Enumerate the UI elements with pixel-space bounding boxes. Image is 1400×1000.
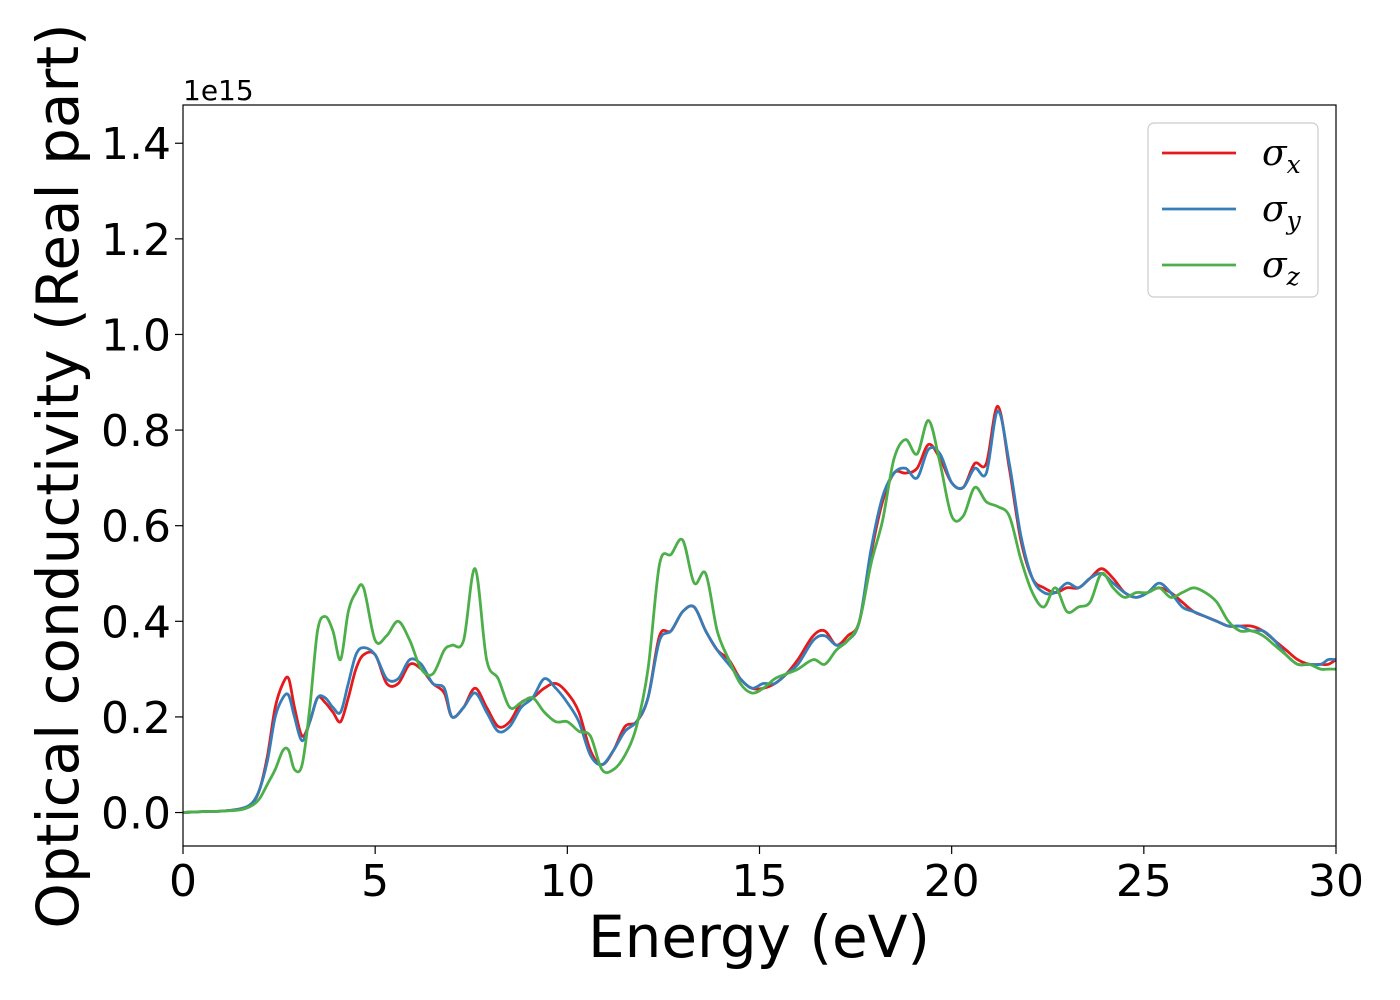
series-line-y	[182, 409, 1337, 814]
x-tick-label: 0	[169, 856, 197, 907]
x-tick-label: 15	[732, 856, 788, 907]
y-tick-label: 1.2	[101, 215, 171, 266]
x-tick-label: 20	[924, 856, 980, 907]
y-axis: 0.0 0.2 0.4 0.6 0.8 1.0 1.2 1.4	[101, 119, 183, 840]
x-tick-label: 10	[539, 856, 595, 907]
x-axis-title: Energy (eV)	[588, 903, 930, 971]
y-tick-label: 0.4	[101, 597, 171, 648]
y-tick-label: 0.6	[101, 502, 171, 553]
series-layer	[182, 404, 1337, 814]
legend-label-y: σy	[1262, 189, 1302, 235]
y-axis-title: Optical conductivity (Real part)	[24, 23, 92, 928]
x-tick-label: 25	[1116, 856, 1172, 907]
x-tick-label: 5	[361, 856, 389, 907]
x-axis: 0 5 10 15 20 25 30	[169, 846, 1364, 907]
plot-background	[183, 105, 1336, 846]
y-tick-label: 1.4	[101, 119, 171, 170]
x-tick-label: 30	[1308, 856, 1364, 907]
y-tick-label: 0.8	[101, 406, 171, 457]
y-tick-label: 1.0	[101, 310, 171, 361]
y-offset-label: 1e15	[183, 74, 254, 107]
y-tick-label: 0.0	[101, 789, 171, 840]
series-line-z	[182, 419, 1337, 814]
y-tick-label: 0.2	[101, 693, 171, 744]
